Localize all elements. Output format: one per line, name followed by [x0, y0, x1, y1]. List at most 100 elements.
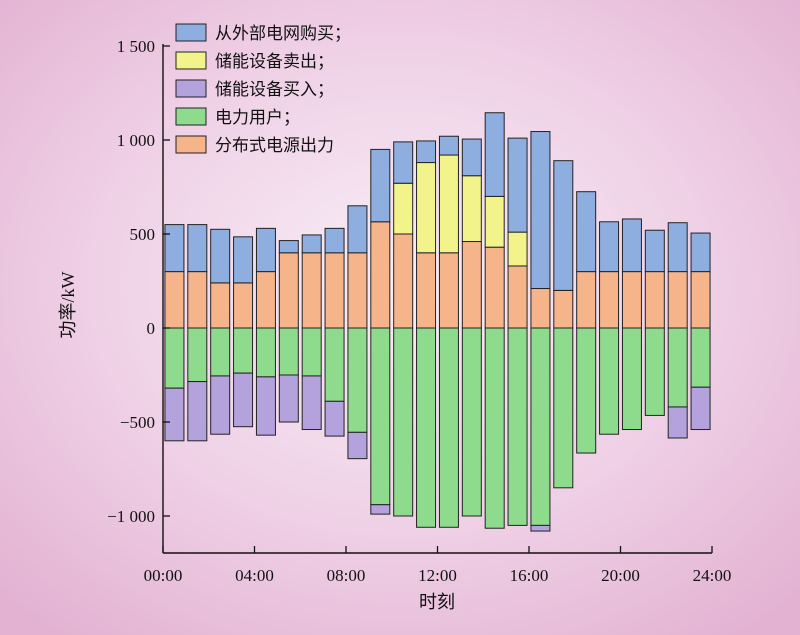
bar-3-3 [210, 228, 231, 284]
bar-1-8 [324, 252, 345, 329]
bar-4-8 [324, 327, 345, 402]
bar-3-8 [324, 227, 345, 254]
bar-3-10 [370, 148, 391, 223]
bar-5-4 [233, 372, 254, 428]
bar-3-19 [576, 191, 597, 273]
bar-2-12 [416, 162, 437, 254]
y-tick-label: −1 000 [107, 507, 155, 526]
bar-4-1 [164, 327, 185, 389]
bar-3-9 [347, 205, 368, 254]
bar-5-23 [667, 406, 688, 439]
bar-4-3 [210, 327, 231, 377]
y-tick-label: 1 000 [117, 131, 155, 150]
bar-5-7 [301, 375, 322, 431]
bar-5-1 [164, 387, 185, 442]
bar-1-5 [255, 271, 276, 329]
legend-swatch [175, 135, 207, 154]
legend-label: 从外部电网购买； [215, 24, 351, 44]
bar-5-2 [187, 381, 208, 442]
bar-1-1 [164, 271, 185, 329]
bar-1-3 [210, 282, 231, 329]
bar-3-20 [599, 221, 620, 273]
y-tick-label: 500 [130, 225, 156, 244]
bar-1-10 [370, 221, 391, 329]
bar-2-14 [461, 175, 482, 243]
bar-4-18 [553, 327, 574, 489]
legend-label: 分布式电源出力 [215, 136, 334, 156]
x-tick-label: 16:00 [510, 566, 549, 585]
bar-1-19 [576, 271, 597, 329]
bar-4-17 [530, 327, 551, 526]
bar-1-23 [667, 271, 688, 329]
bar-1-2 [187, 271, 208, 329]
bar-4-19 [576, 327, 597, 454]
bar-5-17 [530, 524, 551, 532]
legend-swatch [175, 23, 207, 42]
x-tick-label: 00:00 [144, 566, 183, 585]
bar-1-24 [690, 271, 711, 329]
bar-3-7 [301, 234, 322, 254]
bar-5-8 [324, 400, 345, 437]
bar-1-7 [301, 252, 322, 329]
bar-4-5 [255, 327, 276, 378]
bar-4-10 [370, 327, 391, 506]
bar-4-11 [393, 327, 414, 517]
bar-3-22 [644, 229, 665, 273]
bar-1-9 [347, 252, 368, 329]
bar-1-21 [621, 271, 642, 329]
bar-3-2 [187, 224, 208, 273]
bar-1-13 [438, 252, 459, 329]
bar-3-21 [621, 218, 642, 273]
bar-4-4 [233, 327, 254, 374]
bar-4-2 [187, 327, 208, 383]
bar-1-11 [393, 233, 414, 329]
ticks-layer: −1 000 −500 0 500 1 000 1 500 00:00 04:00 08:00 1… [107, 37, 731, 585]
bar-3-1 [164, 224, 185, 273]
y-tick-label: −500 [120, 413, 155, 432]
bar-3-12 [416, 140, 437, 164]
bar-4-6 [278, 327, 299, 376]
bar-4-23 [667, 327, 688, 408]
bar-5-10 [370, 504, 391, 515]
bar-4-22 [644, 327, 665, 416]
legend-swatch [175, 51, 207, 70]
bar-1-16 [507, 265, 528, 329]
bar-4-21 [621, 327, 642, 431]
bar-5-3 [210, 375, 231, 435]
legend-swatch [175, 107, 207, 126]
bar-3-6 [278, 240, 299, 254]
legend-label: 电力用户； [215, 108, 300, 128]
bar-3-16 [507, 137, 528, 233]
bar-3-24 [690, 232, 711, 273]
bar-2-15 [484, 195, 505, 248]
legend-swatch [175, 79, 207, 98]
bar-1-20 [599, 271, 620, 329]
bar-4-16 [507, 327, 528, 526]
bar-5-9 [347, 431, 368, 460]
y-axis-title: 功率/kW [58, 271, 78, 338]
bar-4-13 [438, 327, 459, 528]
bar-3-18 [553, 160, 574, 291]
bar-1-15 [484, 246, 505, 329]
x-tick-label: 04:00 [235, 566, 274, 585]
bar-4-9 [347, 327, 368, 433]
bar-1-22 [644, 271, 665, 329]
x-tick-label: 24:00 [693, 566, 732, 585]
bar-5-6 [278, 374, 299, 423]
bar-3-23 [667, 222, 688, 273]
bar-3-13 [438, 135, 459, 156]
bar-3-14 [461, 138, 482, 177]
x-axis-title: 时刻 [419, 592, 455, 612]
bar-3-15 [484, 112, 505, 197]
bar-3-11 [393, 141, 414, 184]
bar-1-6 [278, 252, 299, 329]
x-tick-label: 20:00 [601, 566, 640, 585]
bars-layer [164, 112, 711, 532]
bar-1-17 [530, 288, 551, 329]
bar-2-13 [438, 154, 459, 254]
bar-1-14 [461, 241, 482, 329]
bar-4-7 [301, 327, 322, 377]
x-tick-label: 12:00 [418, 566, 457, 585]
y-tick-label: 0 [147, 319, 156, 338]
